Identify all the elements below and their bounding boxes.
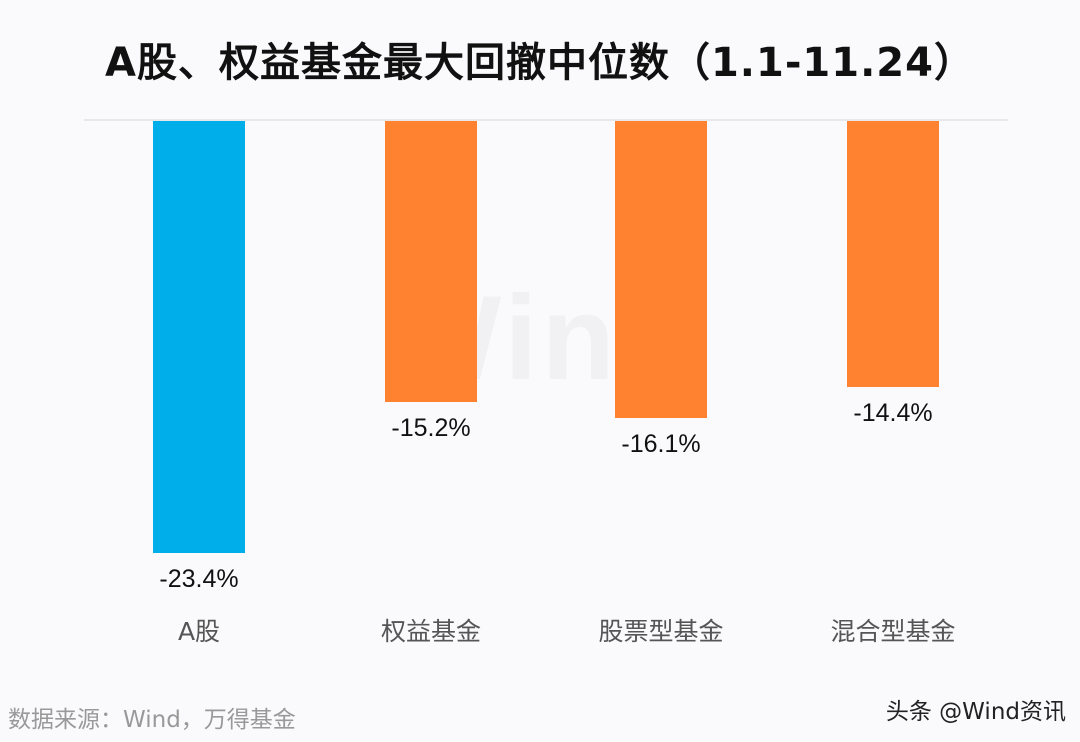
value-label: -15.2%	[391, 413, 471, 442]
chart-title: A股、权益基金最大回撤中位数（1.1-11.24）	[105, 40, 975, 86]
category-label: 股票型基金	[598, 617, 724, 646]
value-label: -16.1%	[621, 430, 701, 459]
bar-2	[615, 121, 707, 419]
category-label: 权益基金	[380, 617, 481, 646]
bar-0	[153, 121, 245, 553]
bar-1	[385, 121, 477, 402]
value-label: -14.4%	[853, 398, 933, 427]
category-label: 混合型基金	[830, 617, 956, 646]
category-label: A股	[177, 617, 221, 646]
publisher-credit: 头条 @Wind资讯	[885, 699, 1066, 725]
value-label: -23.4%	[159, 565, 239, 593]
bar-3	[847, 121, 939, 387]
data-source-note: 数据来源：Wind，万得基金	[8, 707, 296, 733]
x-axis-line	[84, 119, 1008, 121]
